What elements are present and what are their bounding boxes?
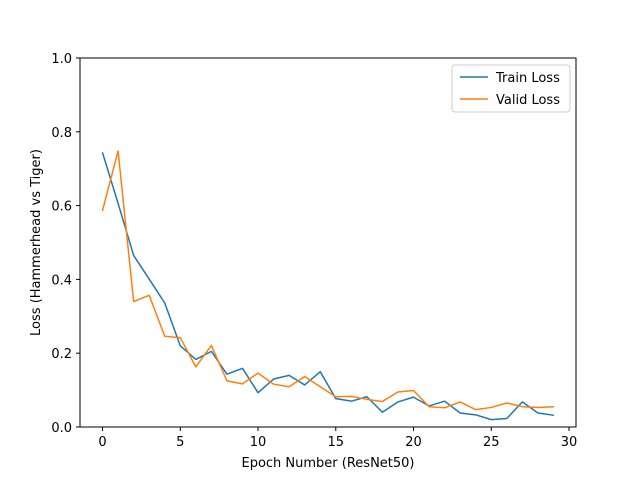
- x-axis-ticks: 0 5 10 15 20 25 30: [98, 427, 577, 450]
- x-tick-label: 25: [483, 435, 500, 450]
- x-tick-label: 20: [405, 435, 422, 450]
- y-tick-label: 0.2: [51, 347, 72, 362]
- y-tick-label: 1.0: [51, 52, 72, 67]
- y-axis-ticks: 0.0 0.2 0.4 0.6 0.8 1.0: [51, 52, 80, 436]
- legend-label: Train Loss: [495, 71, 560, 86]
- y-axis-label: Loss (Hammerhead vs Tiger): [29, 149, 44, 336]
- legend-label: Valid Loss: [496, 93, 560, 108]
- series-layer: [101, 150, 555, 421]
- y-tick-label: 0.8: [51, 126, 72, 141]
- x-tick-label: 15: [328, 435, 345, 450]
- x-tick-label: 30: [561, 435, 578, 450]
- legend: Train Loss Valid Loss: [451, 64, 571, 113]
- axes-frame: [79, 57, 577, 428]
- x-tick-label: 0: [98, 435, 106, 450]
- series-line-valid-loss: [101, 150, 555, 411]
- x-tick-label: 5: [176, 435, 184, 450]
- x-axis-label: Epoch Number (ResNet50): [241, 456, 414, 471]
- y-tick-label: 0.4: [51, 273, 72, 288]
- series-line-train-loss: [101, 152, 555, 421]
- y-tick-label: 0.0: [51, 421, 72, 436]
- x-tick-label: 10: [250, 435, 267, 450]
- y-tick-label: 0.6: [51, 200, 72, 215]
